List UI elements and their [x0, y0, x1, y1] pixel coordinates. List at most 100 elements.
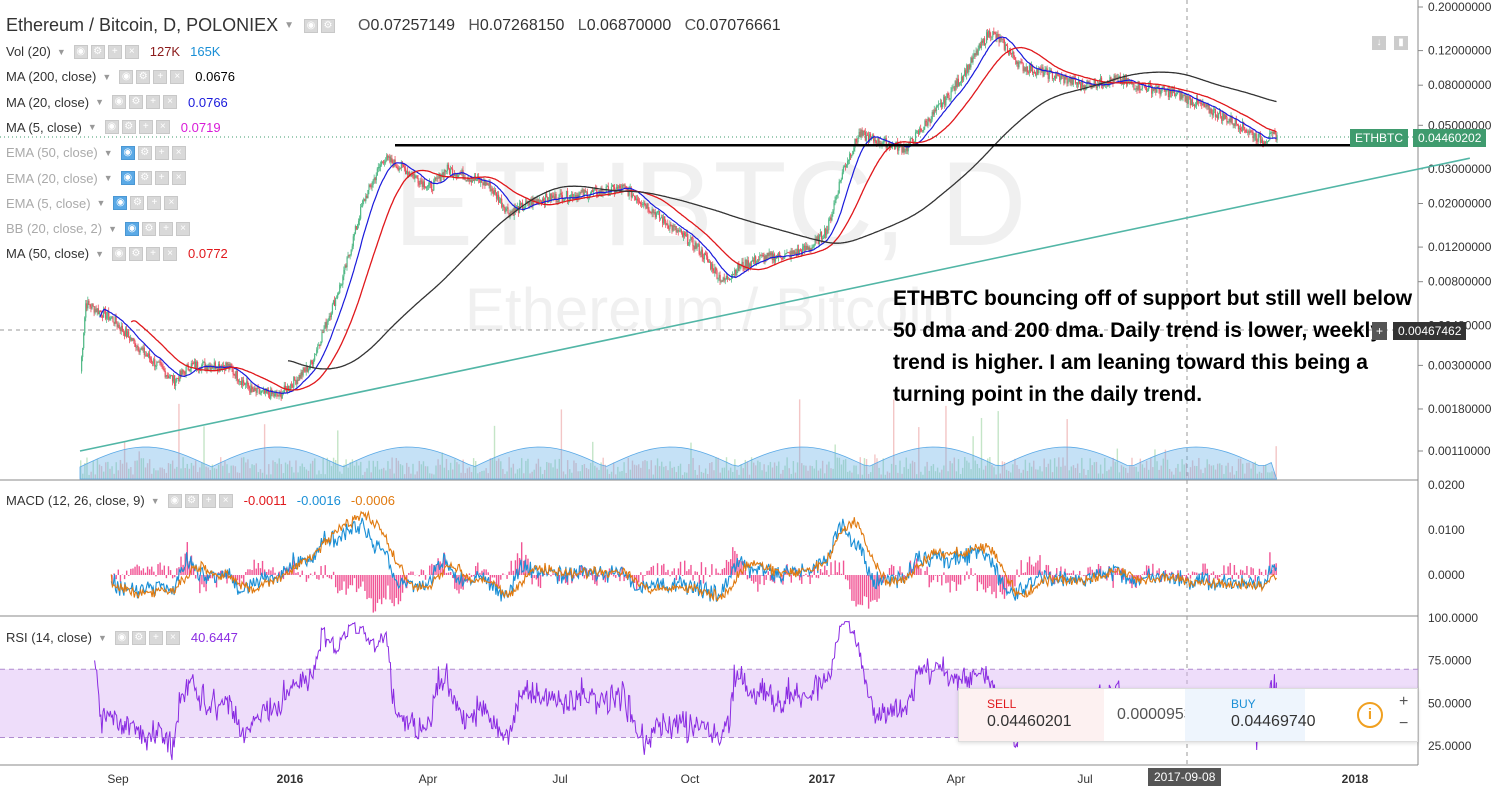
indicator-name[interactable]: MA (20, close) — [6, 94, 90, 110]
eye-icon[interactable]: ◉ — [304, 18, 319, 33]
macd-name[interactable]: MACD (12, 26, close, 9) — [6, 493, 145, 508]
volume-bar — [1108, 469, 1110, 479]
chevron-down-icon[interactable]: ▼ — [56, 46, 66, 57]
close-icon[interactable]: × — [218, 493, 233, 508]
plus-icon[interactable]: + — [146, 246, 161, 261]
eye-icon[interactable]: ◉ — [73, 44, 88, 59]
candle-body — [752, 260, 755, 262]
chevron-down-icon[interactable]: ▼ — [87, 122, 97, 133]
macd-histogram-bar — [765, 575, 767, 580]
chevron-down-icon[interactable]: ▼ — [95, 97, 105, 108]
close-icon[interactable]: × — [170, 69, 185, 84]
gear-icon[interactable]: ⚙ — [121, 120, 136, 135]
eye-icon[interactable]: ◉ — [114, 630, 129, 645]
chevron-down-icon[interactable]: ▼ — [102, 71, 112, 82]
chevron-down-icon[interactable]: ▼ — [103, 147, 113, 158]
close-icon[interactable]: × — [164, 196, 179, 211]
macd-histogram-bar — [763, 575, 765, 586]
gear-icon[interactable]: ⚙ — [184, 493, 199, 508]
macd-histogram-bar — [134, 566, 136, 575]
gear-icon[interactable]: ⚙ — [129, 95, 144, 110]
eye-icon[interactable]: ◉ — [167, 493, 182, 508]
candle-body — [616, 187, 618, 191]
watermark-main: ETHBTC, D — [393, 137, 1026, 271]
plus-icon[interactable]: + — [154, 171, 169, 185]
buy-button[interactable]: BUY 0.04469740 — [1185, 689, 1316, 741]
chevron-down-icon[interactable]: ▼ — [96, 198, 106, 209]
plus-icon[interactable]: + — [107, 44, 122, 59]
eye-icon[interactable]: ◉ — [104, 120, 119, 135]
chevron-down-icon[interactable]: ▼ — [97, 632, 107, 643]
gear-icon[interactable]: ⚙ — [142, 221, 157, 236]
plus-icon[interactable]: + — [146, 95, 161, 110]
candle-body — [1168, 89, 1171, 98]
eye-icon[interactable]: ◉ — [112, 95, 127, 110]
gear-icon[interactable]: ⚙ — [137, 171, 152, 185]
gear-icon[interactable]: ⚙ — [136, 69, 151, 84]
close-icon[interactable]: × — [124, 44, 139, 59]
plus-icon[interactable]: + — [159, 221, 174, 236]
quantity-plus-button[interactable]: + — [1399, 693, 1409, 710]
crosshair-plus-icon[interactable]: + — [1372, 322, 1388, 340]
candle-body — [212, 367, 214, 369]
indicator-value: 0.0772 — [188, 246, 228, 262]
candle-body — [1141, 83, 1143, 90]
sell-button[interactable]: SELL 0.04460201 — [959, 689, 1104, 741]
macd-histogram-bar — [253, 559, 255, 575]
eye-icon[interactable]: ◉ — [112, 246, 127, 261]
chevron-down-icon[interactable]: ▼ — [95, 248, 105, 259]
close-icon[interactable]: × — [163, 95, 178, 110]
close-icon[interactable]: × — [176, 221, 191, 236]
info-icon[interactable]: i — [1357, 702, 1383, 728]
close-icon[interactable]: × — [171, 145, 186, 160]
indicator-name[interactable]: Vol (20) — [6, 44, 51, 59]
eye-icon[interactable]: ◉ — [125, 221, 140, 236]
indicator-name[interactable]: EMA (50, close) — [6, 145, 98, 161]
candle-body — [651, 209, 653, 214]
quantity-minus-button[interactable]: − — [1399, 715, 1409, 732]
close-icon[interactable]: × — [155, 120, 170, 135]
gear-icon[interactable]: ⚙ — [129, 246, 144, 261]
close-icon[interactable]: × — [163, 246, 178, 261]
indicator-name[interactable]: MA (5, close) — [6, 119, 82, 135]
close-icon[interactable]: × — [171, 171, 186, 185]
macd-histogram-bar — [318, 575, 320, 580]
indicator-name[interactable]: BB (20, close, 2) — [6, 221, 103, 237]
gear-icon[interactable]: ⚙ — [321, 18, 336, 33]
indicator-name[interactable]: EMA (5, close) — [6, 195, 91, 211]
arrow-down-icon[interactable]: ↓ — [1372, 36, 1386, 50]
plus-icon[interactable]: + — [138, 120, 153, 135]
indicator-name[interactable]: MA (200, close) — [6, 69, 97, 85]
chevron-down-icon[interactable]: ▼ — [103, 173, 113, 183]
macd-histogram-bar — [955, 575, 958, 591]
gear-icon[interactable]: ⚙ — [130, 196, 145, 211]
gear-icon[interactable]: ⚙ — [131, 630, 146, 645]
rsi-name[interactable]: RSI (14, close) — [6, 630, 92, 645]
symbol-title[interactable]: Ethereum / Bitcoin, D, POLONIEX — [6, 15, 279, 35]
eye-icon[interactable]: ◉ — [119, 69, 134, 84]
volume-bar — [744, 459, 747, 479]
eye-icon[interactable]: ◉ — [120, 171, 135, 185]
macd-histogram-bar — [646, 570, 648, 575]
volume-bar — [1003, 462, 1006, 479]
chevron-down-icon[interactable]: ▼ — [108, 223, 118, 234]
plus-icon[interactable]: + — [201, 493, 216, 508]
plus-icon[interactable]: + — [148, 630, 163, 645]
close-icon[interactable]: × — [165, 630, 180, 645]
eye-icon[interactable]: ◉ — [113, 196, 128, 211]
volume-bar — [387, 461, 389, 479]
chevron-down-icon[interactable]: ▼ — [150, 495, 160, 506]
plus-icon[interactable]: + — [147, 196, 162, 211]
chevron-down-icon[interactable]: ▼ — [284, 20, 295, 31]
plus-icon[interactable]: + — [154, 145, 169, 160]
plus-icon[interactable]: + — [153, 69, 168, 84]
indicator-name[interactable]: MA (50, close) — [6, 246, 90, 262]
gear-icon[interactable]: ⚙ — [90, 44, 105, 59]
gear-icon[interactable]: ⚙ — [137, 145, 152, 160]
candle-body — [328, 316, 330, 321]
candle-body — [343, 269, 345, 277]
indicator-name[interactable]: EMA (20, close) — [6, 170, 98, 186]
eye-icon[interactable]: ◉ — [120, 145, 135, 160]
resize-icon[interactable]: ▮ — [1394, 36, 1408, 50]
candle-body — [635, 198, 638, 201]
